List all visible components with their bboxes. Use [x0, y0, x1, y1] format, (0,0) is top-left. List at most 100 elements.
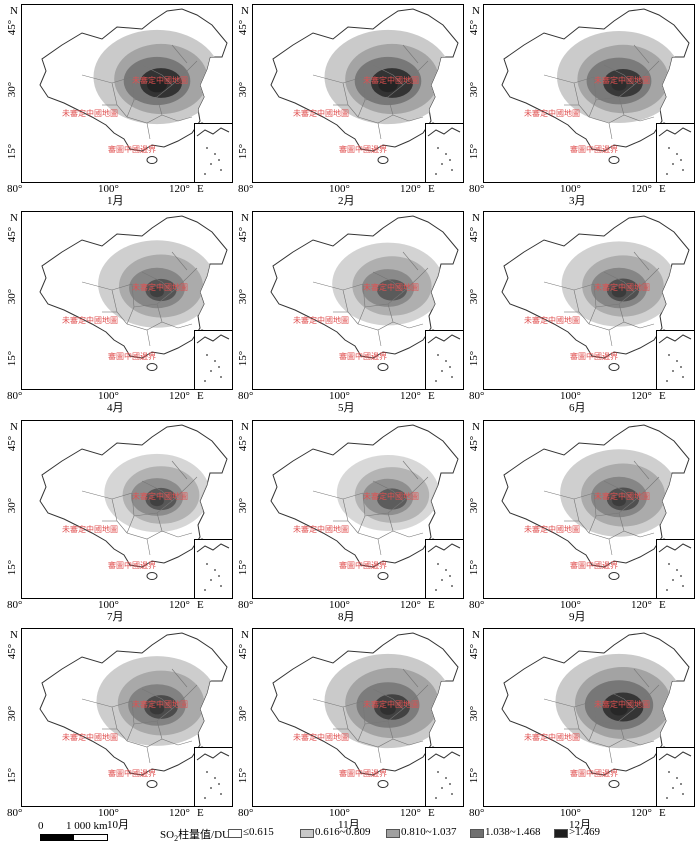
inset-map-svg — [658, 751, 692, 799]
province-boundary — [372, 688, 404, 710]
province-boundary — [377, 746, 382, 764]
lat-tick-45: 45° — [237, 19, 250, 36]
province-boundary — [608, 329, 613, 347]
east-label: E — [659, 807, 666, 819]
map-frame: 未審定中國地圖 未審定中國地圖 審圖中國邊界 — [21, 628, 233, 807]
so2-concentration-zone — [606, 487, 640, 511]
east-label: E — [197, 599, 204, 611]
map-watermark: 未審定中國地圖 — [132, 75, 188, 85]
east-label: E — [659, 390, 666, 402]
so2-concentration-zone — [147, 77, 167, 93]
map-frame: 未審定中國地圖 未審定中國地圖 審圖中國邊界 — [252, 628, 464, 807]
legend-class-label: 0.810~1.037 — [401, 826, 457, 838]
hainan-island — [377, 780, 389, 788]
so2-concentration-zone — [611, 79, 627, 91]
lon-tick-80: 80° — [238, 390, 254, 402]
lon-tick-100: 100° — [329, 390, 350, 402]
map-watermark: 未審定中國地圖 — [594, 699, 650, 709]
lat-tick-45: 45° — [237, 226, 250, 243]
legend-class-label: ≤0.615 — [243, 826, 274, 838]
province-boundary — [177, 116, 193, 122]
map-panel: 未審定中國地圖 未審定中國地圖 審圖中國邊界 N 45° 30° 15° 80° 100° 120… — [6, 207, 234, 414]
map-watermark: 審圖中國邊界 — [108, 560, 156, 570]
so2-concentration-zone — [150, 495, 164, 507]
lat-tick-45: 45° — [468, 19, 481, 36]
north-label: N — [10, 5, 18, 17]
east-label: E — [197, 807, 204, 819]
lon-tick-80: 80° — [469, 599, 485, 611]
north-label: N — [472, 212, 480, 224]
map-watermark: 未審定中國地圖 — [132, 282, 188, 292]
legend-class-label: 0.616~0.809 — [315, 826, 371, 838]
lat-tick-30: 30° — [6, 81, 19, 98]
map-watermark: 審圖中國邊界 — [339, 351, 387, 361]
legend-swatch — [386, 829, 400, 838]
legend-swatch — [228, 829, 242, 838]
so2-concentration-zone — [145, 278, 177, 302]
province-boundary — [377, 329, 382, 347]
map-frame: 未審定中國地圖 未審定中國地圖 審圖中國邊界 — [483, 420, 695, 599]
hainan-island — [608, 780, 620, 788]
lon-tick-100: 100° — [329, 183, 350, 195]
lon-tick-80: 80° — [7, 599, 23, 611]
inset-map-svg — [196, 127, 230, 175]
north-label: N — [10, 629, 18, 641]
province-boundary — [633, 668, 650, 688]
province-boundary — [402, 251, 419, 271]
legend-swatch — [554, 829, 568, 838]
map-frame: 未審定中國地圖 未審定中國地圖 審圖中國邊界 — [483, 4, 695, 183]
map-watermark: 審圖中國邊界 — [570, 768, 618, 778]
south-china-sea-inset — [425, 747, 464, 807]
east-label: E — [197, 390, 204, 402]
province-boundary — [171, 668, 188, 688]
map-watermark: 未審定中國地圖 — [62, 108, 118, 118]
province-boundary — [639, 323, 655, 329]
so2-concentration-zone — [377, 488, 407, 510]
lon-tick-80: 80° — [469, 390, 485, 402]
province-boundary — [639, 116, 655, 122]
so2-concentration-zone — [380, 703, 396, 715]
south-china-sea-inset — [194, 747, 233, 807]
map-panel: 未審定中國地圖 未審定中國地圖 審圖中國邊界 N 45° 30° 15° 80° 100° 120… — [468, 624, 696, 831]
map-watermark: 未審定中國地圖 — [594, 282, 650, 292]
lon-tick-120: 120° — [631, 390, 652, 402]
map-panel: 未審定中國地圖 未審定中國地圖 審圖中國邊界 N 45° 30° 15° 80° 100° 120… — [237, 0, 465, 207]
province-boundary — [633, 44, 650, 64]
map-watermark: 未審定中國地圖 — [293, 524, 349, 534]
lon-tick-120: 120° — [400, 390, 421, 402]
lon-tick-100: 100° — [329, 599, 350, 611]
scale-bar — [40, 834, 108, 841]
month-label: 11月 — [338, 819, 360, 831]
map-frame: 未審定中國地圖 未審定中國地圖 審圖中國邊界 — [252, 211, 464, 390]
inset-map-svg — [196, 751, 230, 799]
lon-tick-80: 80° — [238, 807, 254, 819]
lon-tick-80: 80° — [238, 599, 254, 611]
map-watermark: 未審定中國地圖 — [524, 315, 580, 325]
so2-concentration-zone — [130, 478, 184, 516]
map-frame: 未審定中國地圖 未審定中國地圖 審圖中國邊界 — [21, 211, 233, 390]
province-boundary — [633, 267, 660, 293]
province-boundary — [171, 684, 198, 710]
hainan-island — [146, 363, 158, 371]
lat-tick-15: 15° — [237, 350, 250, 367]
lon-tick-80: 80° — [238, 183, 254, 195]
map-watermark: 未審定中國地圖 — [363, 282, 419, 292]
province-boundary — [402, 460, 419, 480]
north-label: N — [10, 212, 18, 224]
lon-tick-100: 100° — [98, 183, 119, 195]
lon-tick-100: 100° — [560, 390, 581, 402]
province-boundary — [633, 251, 650, 271]
month-label: 9月 — [569, 611, 586, 623]
map-watermark: 審圖中國邊界 — [570, 560, 618, 570]
lon-tick-120: 120° — [400, 599, 421, 611]
map-watermark: 審圖中國邊界 — [339, 768, 387, 778]
province-boundary — [639, 740, 655, 746]
map-panel: 未審定中國地圖 未審定中國地圖 審圖中國邊界 N 45° 30° 15° 80° 100° 120… — [237, 207, 465, 414]
south-china-sea-inset — [194, 123, 233, 183]
so2-concentration-zone — [377, 279, 407, 301]
province-boundary — [402, 267, 429, 293]
lat-tick-15: 15° — [6, 767, 19, 784]
lon-tick-80: 80° — [7, 807, 23, 819]
